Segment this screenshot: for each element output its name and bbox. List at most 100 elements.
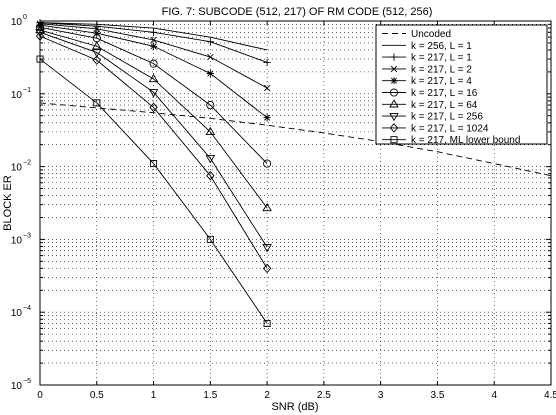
data-point [205,155,216,164]
series-0 [39,102,552,177]
data-point [263,84,271,92]
series-line [39,22,268,51]
x-tick-label: 2 [264,390,270,401]
data-point [150,36,157,44]
y-tick-exponent: 0 [23,14,27,21]
data-point [205,126,216,136]
series-8 [35,31,272,274]
legend-entry: k = 217, L = 1024 [382,123,489,134]
y-tick-label: 10 [11,17,23,28]
legend-entry: k = 256, L = 1 [382,41,472,52]
series-line [39,58,268,324]
data-point [262,202,272,212]
legend-entry: k = 217, L = 64 [382,99,478,111]
data-point [263,159,272,168]
data-point [93,29,101,37]
plot-frame [39,20,552,386]
y-tick-exponent: −4 [23,305,31,312]
y-tick-label: 10 [11,90,23,101]
legend-marker [389,88,399,97]
legend-marker [389,112,399,122]
data-point [263,58,271,66]
series-line [39,31,268,248]
y-tick-exponent: −3 [23,232,31,239]
legend-label: k = 217, L = 4 [411,76,472,87]
data-point [148,73,159,83]
legend-marker [389,99,399,108]
legend-label: k = 217, L = 256 [411,112,483,123]
legend-marker [390,53,398,61]
legend-label: k = 217, L = 2 [411,64,472,75]
legend-box [375,24,548,145]
legend-entry: k = 217, L = 1 [382,53,472,64]
legend-entry: k = 217, ML lower bound [382,135,520,146]
data-point [149,28,158,36]
legend-label: k = 217, L = 1 [411,53,472,64]
series-line [39,102,552,177]
series-line [39,26,268,164]
legend-marker [390,65,398,73]
x-tick-label: 1.5 [203,390,217,401]
y-tick-exponent: −2 [23,160,31,167]
legend-label: k = 217, L = 1024 [411,123,489,134]
data-point [263,319,271,327]
series-1 [39,22,268,51]
series-5 [35,23,272,168]
data-point [93,99,101,107]
data-point [206,235,214,243]
series-lines [35,19,552,327]
x-tick-label: 4.5 [544,390,556,401]
data-point [262,244,272,253]
legend-marker [389,123,399,133]
y-tick-label: 10 [11,308,23,319]
data-point [262,263,272,274]
y-tick-exponent: −5 [23,378,31,385]
x-tick-label: 4 [491,390,497,401]
x-tick-label: 1 [151,390,157,401]
data-point [206,38,214,46]
data-point [206,69,214,78]
series-line [39,35,268,269]
data-point [263,114,271,122]
data-point [207,53,214,61]
data-point [148,89,159,98]
y-tick-label: 10 [11,163,23,174]
legend-label: k = 217, ML lower bound [411,135,520,146]
legend-label: k = 256, L = 1 [411,41,472,52]
legend-entry: k = 217, L = 256 [382,112,483,123]
legend-marker [390,136,398,144]
data-point [150,160,158,168]
x-tick-labels: 0 0.5 1 1.5 2 2.5 3 3.5 4 4.5 [37,390,556,401]
data-point [206,170,215,181]
data-point [149,102,158,113]
y-tick-label: 10 [11,235,23,246]
x-tick-label: 3 [378,390,384,401]
legend-entry: k = 217, L = 16 [382,88,478,99]
y-tick-exponent: −1 [23,87,31,94]
x-tick-label: 2.5 [317,390,331,401]
y-tick-label: 10 [11,381,23,392]
legend-entry: k = 217, L = 2 [382,64,472,75]
data-point [206,101,215,110]
x-tick-label: 0.5 [90,390,104,401]
legend-label: k = 217, L = 16 [411,88,478,99]
series-line [39,29,268,209]
legend-label: Uncoded [411,29,451,40]
y-axis-label: BLOCK ER [2,175,14,231]
x-tick-label: 3.5 [430,390,444,401]
legend-entry: Uncoded [382,29,451,40]
x-axis-label: SNR (dB) [271,401,318,413]
legend-label: k = 217, L = 64 [411,100,478,111]
x-tick-label: 0 [37,390,43,401]
data-point [92,55,101,65]
series-2 [36,19,271,66]
data-point [91,49,102,58]
data-point [149,59,158,68]
data-point [91,41,102,50]
legend-marker [390,77,398,85]
legend-entry: k = 217, L = 4 [382,76,472,87]
data-point [149,42,158,50]
